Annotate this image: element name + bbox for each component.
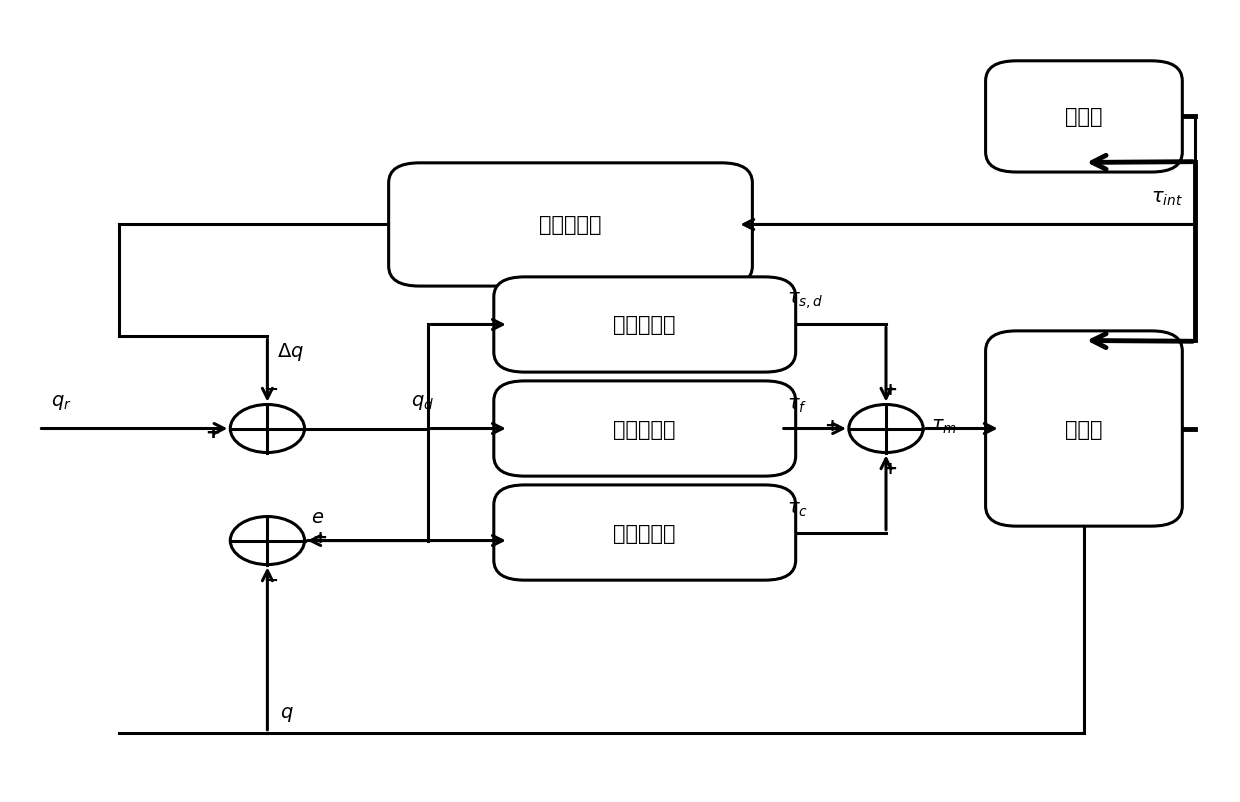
Text: $\Delta q$: $\Delta q$ [278,341,304,363]
FancyBboxPatch shape [986,331,1182,526]
FancyBboxPatch shape [494,382,796,476]
Circle shape [231,405,305,453]
Text: 受试者: 受试者 [1065,107,1102,128]
FancyBboxPatch shape [494,485,796,581]
Circle shape [849,405,923,453]
FancyBboxPatch shape [388,164,753,286]
Text: 摩擦力模型: 摩擦力模型 [614,419,676,439]
Text: −: − [264,381,279,399]
Text: +: + [882,381,898,399]
Text: 机器人: 机器人 [1065,419,1102,439]
FancyBboxPatch shape [494,277,796,373]
Text: −: − [264,571,279,589]
Text: $\tau_{s,d}$: $\tau_{s,d}$ [787,290,823,310]
Text: $q_d$: $q_d$ [410,392,434,411]
Text: +: + [882,460,898,477]
Text: +: + [825,417,839,435]
Text: $\tau_{int}$: $\tau_{int}$ [1151,188,1183,208]
Text: $\tau_m$: $\tau_m$ [930,416,956,435]
Text: +: + [206,423,221,441]
Text: 导纳控制器: 导纳控制器 [539,215,601,235]
Text: 动力学模型: 动力学模型 [614,315,676,335]
FancyBboxPatch shape [986,62,1182,172]
Text: $q_r$: $q_r$ [51,392,72,411]
Text: +: + [206,423,221,441]
Text: +: + [312,529,327,547]
Text: $\tau_f$: $\tau_f$ [787,395,807,415]
Text: $e$: $e$ [311,508,324,526]
Text: 鲁棒控制器: 鲁棒控制器 [614,523,676,543]
Text: $q$: $q$ [280,704,294,723]
Text: $\tau_c$: $\tau_c$ [787,500,808,518]
Circle shape [231,516,305,565]
